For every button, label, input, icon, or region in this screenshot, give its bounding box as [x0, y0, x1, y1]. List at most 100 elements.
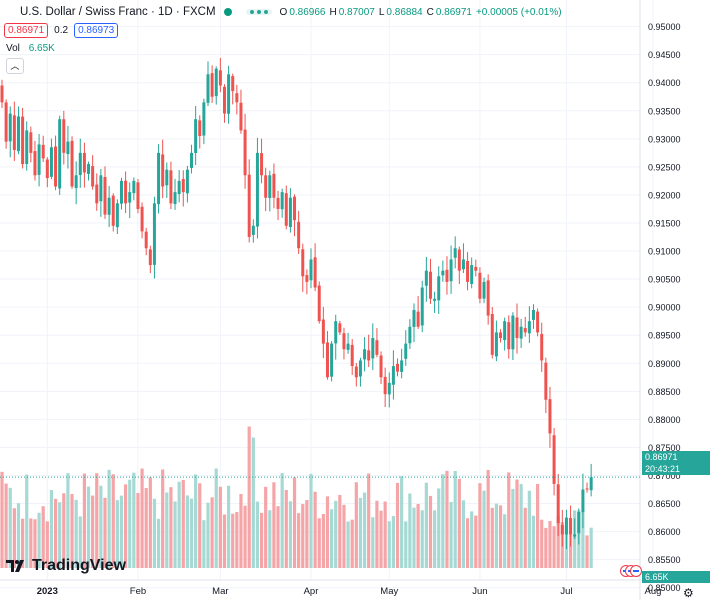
volume-bar — [301, 504, 305, 568]
volume-bar — [95, 473, 99, 568]
candle-body — [445, 269, 449, 282]
volume-bar — [268, 510, 272, 568]
volume-bar — [573, 510, 577, 568]
volume-bar — [511, 488, 515, 568]
volume-bar — [111, 474, 115, 568]
candle-body — [140, 206, 144, 232]
candle-body — [161, 154, 165, 187]
volume-bar — [45, 521, 49, 568]
candle-body — [268, 175, 272, 199]
volume-bar — [428, 495, 433, 568]
candle-body — [255, 152, 259, 227]
volume-bar — [461, 500, 466, 568]
candle-body — [499, 332, 503, 339]
volume-bar — [498, 505, 503, 568]
candle-body — [222, 86, 226, 114]
y-tick-label: 0.90500 — [648, 275, 681, 285]
candle-body — [544, 362, 548, 400]
buy-button[interactable]: 0.86973 — [74, 22, 119, 38]
y-tick-label: 0.87500 — [648, 443, 681, 453]
countdown-label: 20:43:21 — [642, 463, 710, 475]
candle-body — [371, 338, 375, 359]
volume-bar — [78, 516, 82, 568]
volume-bar — [37, 512, 41, 568]
volume-bar — [453, 470, 457, 568]
tradingview-logo[interactable]: TradingView — [6, 557, 126, 575]
symbol-title[interactable]: U.S. Dollar / Swiss Franc · 1D · FXCM — [20, 6, 216, 18]
candle-body — [515, 317, 519, 339]
candle-body — [309, 259, 313, 281]
candle-body — [428, 271, 432, 299]
gear-icon[interactable]: ⚙ — [683, 586, 694, 600]
candle-body — [494, 332, 498, 357]
candle-body — [198, 120, 202, 137]
candle-body — [243, 129, 247, 176]
volume-bar — [247, 426, 251, 568]
ohlc-high-key: H — [329, 6, 337, 18]
volume-bar — [62, 493, 66, 568]
candle-body — [548, 399, 552, 434]
volume-bar — [70, 493, 74, 568]
volume-bar — [231, 513, 235, 568]
y-tick-label: 0.92500 — [648, 162, 681, 172]
volume-bar — [581, 512, 585, 568]
candle-body — [474, 266, 478, 271]
candle-body — [466, 260, 470, 282]
volume-bar — [346, 521, 350, 568]
volume-bar — [457, 478, 461, 568]
volume-bar — [66, 473, 70, 568]
candle-body — [218, 70, 222, 86]
candle-body — [169, 170, 173, 204]
volume-bar — [470, 511, 474, 568]
candle-body — [12, 115, 16, 151]
volume-bar — [148, 477, 152, 568]
volume-bar — [297, 513, 301, 568]
volume-bar — [490, 507, 494, 568]
candle-body — [0, 85, 4, 103]
candle-body — [379, 355, 383, 378]
candle-body — [354, 366, 358, 378]
volume-bar — [12, 508, 16, 568]
candle-body — [70, 140, 74, 187]
candle-body — [437, 276, 441, 301]
chevron-up-icon[interactable]: ︿ — [6, 58, 24, 74]
candle-body — [503, 321, 507, 341]
candle-body — [62, 119, 66, 153]
candle-body — [37, 144, 41, 175]
y-tick-label: 0.94000 — [648, 78, 681, 88]
volume-bar — [107, 469, 111, 568]
candle-body — [144, 231, 148, 249]
volume-bar — [445, 470, 449, 568]
candle-body — [91, 166, 95, 187]
candle-body — [82, 152, 86, 173]
candle-body — [412, 309, 416, 327]
volume-bar — [433, 510, 437, 568]
volume-bar — [264, 486, 268, 568]
volume-bar — [441, 474, 445, 568]
volume-bar — [82, 473, 86, 568]
y-tick-label: 0.94500 — [648, 50, 681, 60]
candle-body — [119, 180, 123, 204]
candle-body — [556, 484, 560, 524]
y-tick-label: 0.89500 — [648, 331, 681, 341]
candle-body — [433, 298, 437, 301]
candle-body — [157, 152, 161, 205]
volume-bar — [494, 503, 498, 568]
volume-bar — [424, 482, 428, 568]
volume-bar — [313, 491, 317, 568]
candle-body — [4, 102, 8, 142]
candle-body — [54, 146, 58, 187]
last-price-label: 0.86971 — [642, 451, 710, 463]
volume-bar — [210, 497, 214, 568]
y-tick-label: 0.86000 — [648, 527, 681, 537]
x-tick-label: Mar — [212, 586, 228, 597]
ohlc-low-value: 0.86884 — [386, 6, 423, 18]
volume-legend[interactable]: Vol 6.65K — [6, 43, 55, 54]
sell-button[interactable]: 0.86971 — [4, 22, 49, 38]
volume-bar — [214, 468, 218, 568]
more-options-icon[interactable] — [245, 9, 272, 15]
volume-bar — [585, 535, 589, 568]
volume-bar — [536, 484, 540, 568]
volume-bar — [198, 483, 202, 568]
